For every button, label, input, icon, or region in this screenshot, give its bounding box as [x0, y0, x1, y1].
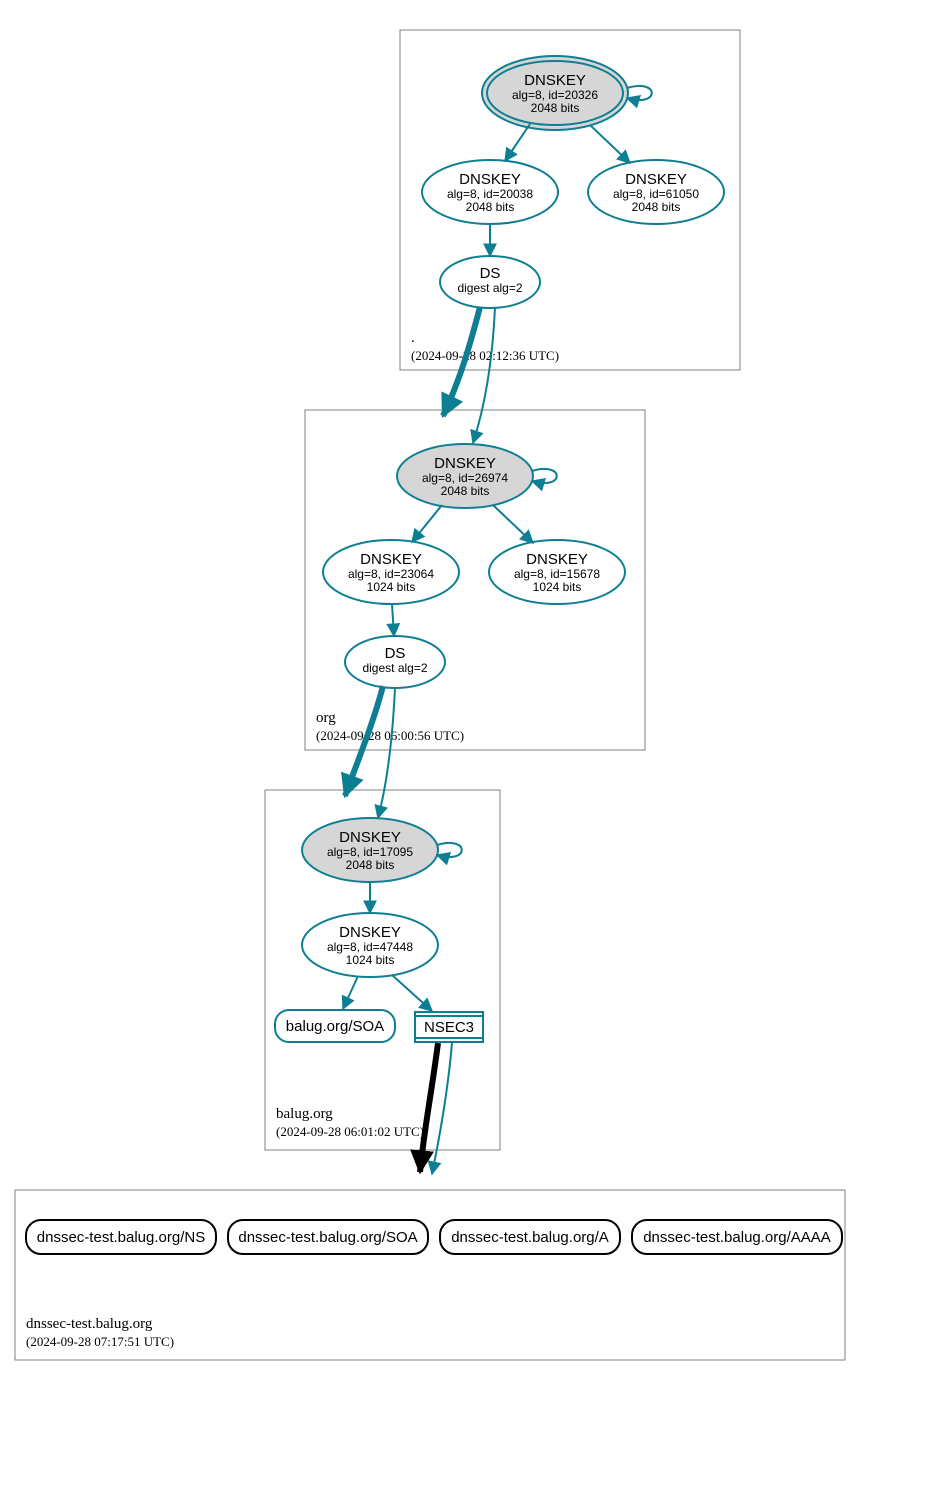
zone-ts-balug: (2024-09-28 06:01:02 UTC): [276, 1124, 424, 1139]
zone-ts-root: (2024-09-28 02:12:36 UTC): [411, 348, 559, 363]
edge-balug-zsk-soa: [343, 976, 358, 1009]
svg-text:DNSKEY: DNSKEY: [434, 455, 496, 472]
svg-text:1024 bits: 1024 bits: [367, 580, 416, 594]
svg-text:dnssec-test.balug.org/A: dnssec-test.balug.org/A: [451, 1229, 609, 1246]
svg-text:2048 bits: 2048 bits: [441, 484, 490, 498]
svg-text:1024 bits: 1024 bits: [533, 580, 582, 594]
svg-text:1024 bits: 1024 bits: [346, 953, 395, 967]
node-balug-nsec3: NSEC3: [415, 1012, 483, 1042]
node-balug-zsk: DNSKEY alg=8, id=47448 1024 bits: [302, 913, 438, 977]
node-org-ds: DS digest alg=2: [345, 636, 445, 688]
edge-root-ksk-zskb: [590, 125, 630, 163]
zone-label-test: dnssec-test.balug.org: [26, 1316, 153, 1332]
svg-text:alg=8, id=61050: alg=8, id=61050: [613, 187, 699, 201]
svg-text:alg=8, id=20326: alg=8, id=20326: [512, 88, 598, 102]
svg-text:NSEC3: NSEC3: [424, 1019, 474, 1036]
node-org-ksk: DNSKEY alg=8, id=26974 2048 bits: [397, 444, 533, 508]
node-org-zsk-a: DNSKEY alg=8, id=23064 1024 bits: [323, 540, 459, 604]
svg-text:digest alg=2: digest alg=2: [457, 281, 522, 295]
edge-org-ksk-selfloop: [532, 469, 557, 483]
svg-text:2048 bits: 2048 bits: [632, 200, 681, 214]
zone-label-balug: balug.org: [276, 1106, 333, 1122]
dnssec-chain-diagram: . (2024-09-28 02:12:36 UTC) DNSKEY alg=8…: [0, 0, 952, 1508]
node-root-ds: DS digest alg=2: [440, 256, 540, 308]
svg-text:DNSKEY: DNSKEY: [360, 551, 422, 568]
node-root-zsk-b: DNSKEY alg=8, id=61050 2048 bits: [588, 160, 724, 224]
svg-text:dnssec-test.balug.org/AAAA: dnssec-test.balug.org/AAAA: [643, 1229, 831, 1246]
label-balug-soa: balug.org/SOA: [286, 1018, 384, 1035]
svg-text:DS: DS: [480, 265, 501, 282]
node-balug-ksk: DNSKEY alg=8, id=17095 2048 bits: [302, 818, 438, 882]
edge-root-ksk-zska: [505, 124, 530, 161]
edge-org-ksk-zska: [412, 505, 442, 542]
svg-text:2048 bits: 2048 bits: [466, 200, 515, 214]
svg-text:digest alg=2: digest alg=2: [362, 661, 427, 675]
edge-balug-ksk-selfloop: [437, 843, 462, 857]
zone-ts-org: (2024-09-28 06:00:56 UTC): [316, 728, 464, 743]
svg-text:DNSKEY: DNSKEY: [526, 551, 588, 568]
svg-text:DNSKEY: DNSKEY: [625, 171, 687, 188]
svg-text:DS: DS: [385, 645, 406, 662]
node-root-zsk-a: DNSKEY alg=8, id=20038 2048 bits: [422, 160, 558, 224]
svg-text:dnssec-test.balug.org/NS: dnssec-test.balug.org/NS: [37, 1229, 205, 1246]
svg-text:alg=8, id=23064: alg=8, id=23064: [348, 567, 434, 581]
svg-text:alg=8, id=47448: alg=8, id=47448: [327, 940, 413, 954]
edge-org-ksk-zskb: [493, 505, 533, 543]
node-root-ksk: DNSKEY alg=8, id=20326 2048 bits: [482, 56, 628, 130]
svg-text:DNSKEY: DNSKEY: [339, 924, 401, 941]
edge-org-zska-ds: [392, 604, 394, 636]
svg-text:2048 bits: 2048 bits: [346, 858, 395, 872]
node-org-zsk-b: DNSKEY alg=8, id=15678 1024 bits: [489, 540, 625, 604]
edge-orgds-balugkey-thin: [378, 688, 395, 818]
svg-text:2048 bits: 2048 bits: [531, 101, 580, 115]
svg-text:alg=8, id=17095: alg=8, id=17095: [327, 845, 413, 859]
svg-text:DNSKEY: DNSKEY: [339, 829, 401, 846]
svg-text:dnssec-test.balug.org/SOA: dnssec-test.balug.org/SOA: [238, 1229, 417, 1246]
edge-root-ksk-selfloop: [627, 86, 652, 100]
svg-text:DNSKEY: DNSKEY: [459, 171, 521, 188]
svg-text:alg=8, id=20038: alg=8, id=20038: [447, 187, 533, 201]
zone-ts-test: (2024-09-28 07:17:51 UTC): [26, 1334, 174, 1349]
svg-text:alg=8, id=15678: alg=8, id=15678: [514, 567, 600, 581]
edge-balug-zsk-nsec3: [392, 975, 432, 1011]
svg-text:DNSKEY: DNSKEY: [524, 72, 586, 89]
zone-label-root: .: [411, 330, 415, 346]
svg-text:alg=8, id=26974: alg=8, id=26974: [422, 471, 508, 485]
zone-label-org: org: [316, 710, 336, 726]
